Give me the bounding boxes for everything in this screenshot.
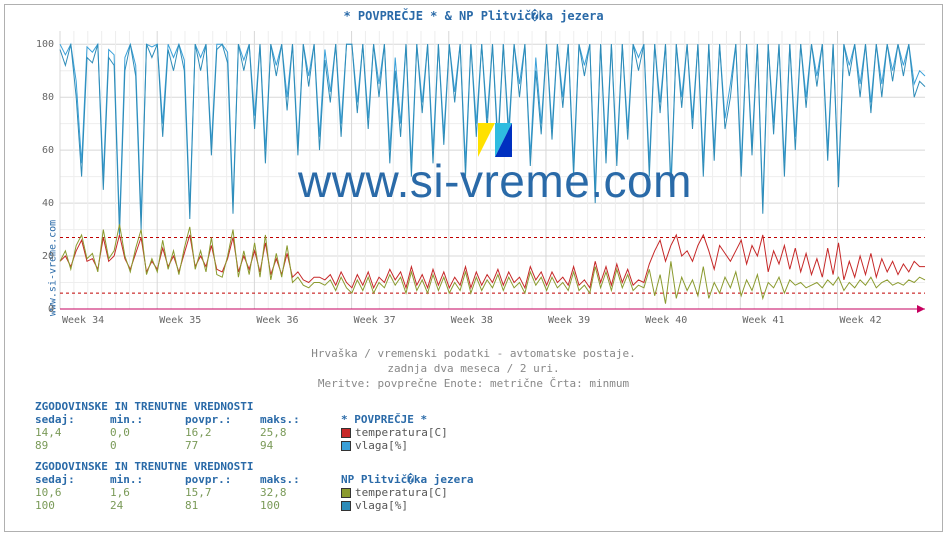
stats-col-header: sedaj: [35, 413, 110, 426]
svg-text:80: 80 [42, 92, 54, 103]
svg-text:20: 20 [42, 251, 54, 262]
stats-block: ZGODOVINSKE IN TRENUTNE VREDNOSTIsedaj:m… [35, 460, 942, 512]
stats-series-name: NP Plitvič�ka jezera [335, 473, 473, 486]
stats-col-header: min.: [110, 473, 185, 486]
svg-text:Week 41: Week 41 [742, 315, 784, 326]
stats-row: 1002481100vlaga[%] [35, 499, 942, 512]
stats-value: 77 [185, 439, 260, 452]
stats-value: 100 [260, 499, 335, 512]
series-vlaga-plitvice [60, 44, 925, 235]
stats-value: 94 [260, 439, 335, 452]
stats-value: 81 [185, 499, 260, 512]
svg-text:Week 37: Week 37 [354, 315, 396, 326]
stats-value: 0 [110, 439, 185, 452]
stats-value: 10,6 [35, 486, 110, 499]
svg-text:Week 38: Week 38 [451, 315, 493, 326]
legend-swatch [341, 488, 351, 498]
caption-line: Meritve: povprečne Enote: metrične Črta:… [5, 377, 942, 392]
stats-metric-label: temperatura[C] [335, 486, 448, 499]
stats-col-header: maks.: [260, 413, 335, 426]
svg-text:Week 36: Week 36 [256, 315, 298, 326]
stats-value: 32,8 [260, 486, 335, 499]
stats-col-header: sedaj: [35, 473, 110, 486]
legend-swatch [341, 501, 351, 511]
stats-heading: ZGODOVINSKE IN TRENUTNE VREDNOSTI [35, 460, 942, 473]
caption-line: zadnja dva meseca / 2 uri. [5, 362, 942, 377]
chart-caption: Hrvaška / vremenski podatki - avtomatske… [5, 347, 942, 392]
stats-value: 0,0 [110, 426, 185, 439]
chart-frame: www.si-vreme.com * POVPREČJE * & NP Plit… [4, 4, 943, 532]
legend-swatch [341, 428, 351, 438]
stats-metric-label: temperatura[C] [335, 426, 448, 439]
stats-value: 15,7 [185, 486, 260, 499]
stats-value: 100 [35, 499, 110, 512]
svg-text:40: 40 [42, 198, 54, 209]
stats-value: 1,6 [110, 486, 185, 499]
legend-swatch [341, 441, 351, 451]
stats-col-header: povpr.: [185, 413, 260, 426]
stats-col-header: min.: [110, 413, 185, 426]
series-temp-povprecje [60, 235, 925, 288]
svg-text:Week 39: Week 39 [548, 315, 590, 326]
stats-value: 14,4 [35, 426, 110, 439]
stats-col-header: povpr.: [185, 473, 260, 486]
stats-value: 24 [110, 499, 185, 512]
series-vlaga-povprecje [60, 44, 925, 224]
stats-row: 14,40,016,225,8temperatura[C] [35, 426, 942, 439]
stats-value: 16,2 [185, 426, 260, 439]
caption-line: Hrvaška / vremenski podatki - avtomatske… [5, 347, 942, 362]
svg-text:100: 100 [36, 39, 54, 50]
chart-plot-area: 020406080100Week 34Week 35Week 36Week 37… [60, 31, 930, 331]
stats-heading: ZGODOVINSKE IN TRENUTNE VREDNOSTI [35, 400, 942, 413]
stats-value: 25,8 [260, 426, 335, 439]
svg-text:60: 60 [42, 145, 54, 156]
svg-text:Week 35: Week 35 [159, 315, 201, 326]
stats-metric-label: vlaga[%] [335, 499, 408, 512]
stats-col-header: maks.: [260, 473, 335, 486]
stats-value: 89 [35, 439, 110, 452]
svg-text:Week 40: Week 40 [645, 315, 687, 326]
chart-svg: 0 20 40 60 80 100 Week 34 Week 35 Week 36 Week 37… [30, 31, 930, 331]
stats-metric-label: vlaga[%] [335, 439, 408, 452]
chart-title: * POVPREČJE * & NP Plitvič�ka jezera [5, 5, 942, 23]
svg-text:0: 0 [48, 304, 54, 315]
stats-row: 8907794vlaga[%] [35, 439, 942, 452]
svg-text:Week 34: Week 34 [62, 315, 104, 326]
svg-text:Week 42: Week 42 [840, 315, 882, 326]
stats-series-name: * POVPREČJE * [335, 413, 427, 426]
stats-block: ZGODOVINSKE IN TRENUTNE VREDNOSTIsedaj:m… [35, 400, 942, 452]
stats-row: 10,61,615,732,8temperatura[C] [35, 486, 942, 499]
